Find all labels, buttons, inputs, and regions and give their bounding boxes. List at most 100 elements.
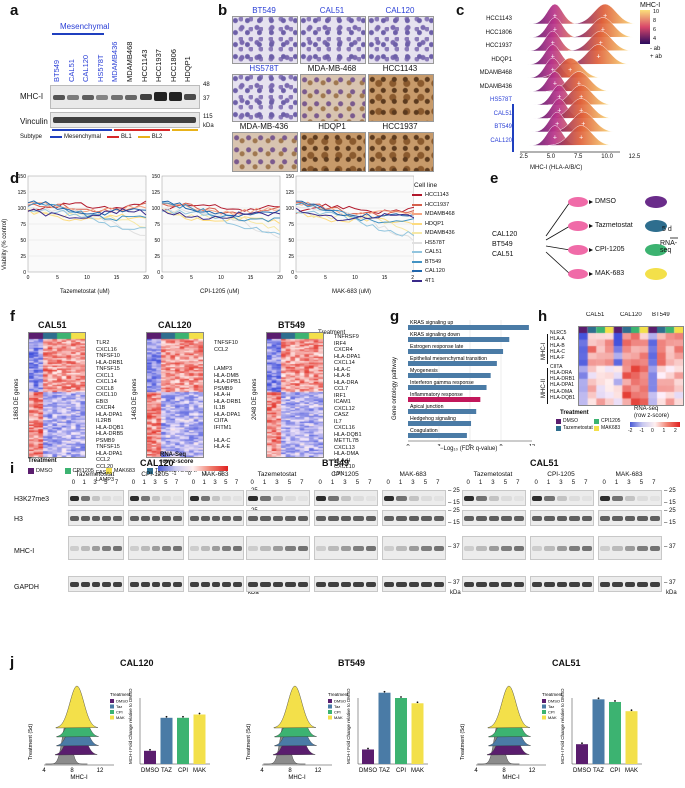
i-marker-1-2: – 25 (448, 508, 460, 514)
heatmap-bt549 (266, 332, 324, 458)
i-blot-2-1-2 (530, 536, 594, 560)
j-cat-2-2: CPI (610, 768, 620, 774)
go-label-8: Hedgehog signaling (410, 416, 456, 422)
i-blot-1-2-1 (382, 510, 446, 526)
g-ylabel: Gene ontology pathway (392, 357, 398, 420)
i-blot-1-0-0 (246, 490, 310, 506)
j-legend-label-1-2: CPI (334, 710, 341, 715)
treatment-dmso: DMSO (595, 198, 616, 205)
ridge-legend-tick-0: 10 (653, 9, 659, 15)
j-title-bt549: BT549 (338, 658, 365, 668)
i-blot-0-1-0 (128, 490, 184, 506)
i-days-0-1: 01357 (128, 480, 182, 486)
go-xtick-9: 9 (499, 444, 502, 446)
i-blot-0-2-3 (188, 576, 244, 592)
subtype-label: Subtype (20, 134, 42, 140)
xtick-0-15: 15 (114, 275, 120, 281)
j-bar-2-1 (593, 699, 605, 764)
i-blot-0-2-1 (188, 510, 244, 526)
ihc-image-cal51 (300, 16, 366, 64)
ihc-title-hs578t: HS578T (232, 64, 296, 73)
ytick-2-100: 100 (286, 206, 295, 212)
schematic-line-bt549: BT549 (492, 240, 517, 250)
ytick-1-75: 75 (154, 222, 160, 228)
j-legend-swatch-2-1 (542, 705, 546, 709)
j-legend-swatch-0-2 (110, 710, 114, 714)
ridge-label-mdamb436: MDAMB436 (480, 84, 512, 90)
h-gene-hla-dma: HLA-DMA (550, 389, 573, 395)
j-bylabel-2: MCH-I Fold Change relative to DMSO (560, 688, 565, 764)
duration-label: 5 d (662, 226, 672, 233)
i-blot-0-1-3 (128, 576, 184, 592)
i-blot-1-0-3 (246, 576, 310, 592)
xlabel-mak683: MAK-683 (uM) (332, 289, 371, 295)
j-legend-label-1-0: DMSO (334, 699, 346, 704)
viability-ylabel: Viability (% control) (2, 219, 8, 270)
xtick-1-20: 20 (277, 275, 283, 281)
j-title-cal120: CAL120 (120, 658, 154, 668)
j-bar-0-3 (194, 715, 206, 765)
i-days-2-2: 01357 (598, 480, 660, 486)
i-marker-2-1: – 15 (664, 500, 676, 506)
h-group-mhc-i: MHC-I (541, 343, 547, 360)
xtick-0-5: 5 (56, 275, 59, 281)
j-legend-label-2-1: Taz (548, 704, 554, 709)
ytick-0-125: 125 (18, 190, 27, 196)
h-gene-labels: NLRC5 HLA-A HLA-B HLA-C HLA-F CIITA HLA-DRA HLA… (550, 330, 578, 406)
j-cat-2-0: DMSO (573, 768, 591, 774)
i-days-0-2: 01357 (188, 480, 242, 486)
h-gene-hla-dpa1: HLA-DPA1 (550, 382, 574, 388)
i-western-blots: Tazemetostat 0 1 3 5 7 CPI-1205 0 1 3 5 7 MAK-683 0 1 3… (0, 468, 685, 618)
i-blot-1-2-0 (382, 490, 446, 506)
h-gene-hla-a: HLA-A (550, 336, 565, 342)
go-label-7: Apical junction (410, 404, 444, 410)
ytick-1-125: 125 (152, 190, 161, 196)
i-drug-0-1: CPI-1205 (128, 471, 182, 478)
i-drug-1-2: MAK-683 (382, 471, 444, 478)
go-label-9: Coagulation (410, 428, 438, 434)
j-rylabel-1: Treatment (5d) (246, 724, 252, 760)
ridge-legend-tick-3: 4 (653, 36, 656, 42)
j-cat-1-2: CPI (396, 768, 406, 774)
xtick-2-5: 5 (324, 275, 327, 281)
i-blot-1-1-2 (314, 536, 378, 560)
legend-label-mdamb468: MDAMB468 (425, 211, 455, 217)
ihc-title-hcc1143: HCC1143 (368, 64, 432, 73)
i-marker-2-2: – 25 (664, 508, 676, 514)
ytick-2-75: 75 (288, 222, 294, 228)
legend-label-hcc1143: HCC1143 (425, 192, 449, 198)
legend-label-hs578t: HS578T (425, 240, 445, 246)
j-legend-swatch-2-3 (542, 716, 546, 720)
ihc-image-cal120 (368, 16, 434, 64)
j-ridge-1-4 (274, 686, 316, 728)
j-legend-label-0-3: MAK (116, 715, 125, 720)
xtick-2-10: 10 (352, 275, 358, 281)
go-label-4: Myogenesis (410, 368, 438, 374)
h-gene-hla-b: HLA-B (550, 343, 565, 349)
gene-list-cal51: TLR2 CXCL16 TNFSF10 HLA-DRB1 TNFSF15 CXC… (96, 340, 124, 483)
heatmap-mhc (578, 326, 684, 406)
legend-row-bt549: BT549 (412, 259, 441, 265)
ihc-image-bt549 (232, 16, 298, 64)
i-blot-2-2-2 (598, 536, 662, 560)
panel-label-h: h (538, 308, 547, 325)
j-legend-label-1-3: MAK (334, 715, 343, 720)
i-blot-0-0-3 (68, 576, 124, 592)
schematic-cell-lines: CAL120 BT549 CAL51 (492, 230, 517, 260)
i-marker-1-3: – 15 (448, 520, 460, 526)
lane-label-mdamb468: MDAMB468 (125, 42, 134, 82)
schematic-line-cal120: CAL120 (492, 230, 517, 240)
go-label-0: KRAS signaling up (410, 320, 453, 326)
treatment-mak683: MAK-683 (595, 270, 624, 277)
legend-label-bt549: BT549 (425, 259, 441, 265)
legend-label-mdamb436: MDAMB436 (425, 230, 455, 236)
panel-label-b: b (218, 2, 227, 19)
h-scale-ticks: -2 -1 0 1 2 (630, 428, 680, 436)
j-rylabel-0: Treatment (5d) (28, 724, 34, 760)
gene-list-cal120: TNFSF10 CCL2 LAMP3 HLA-DMB HLA-DPB1 PSMB… (214, 340, 241, 451)
row-label-mhc-i: MHC-I (20, 92, 43, 101)
i-blot-2-0-2 (462, 536, 526, 560)
i-title-bt549: BT549 (322, 458, 349, 468)
j-cat-1-3: MAK (411, 768, 424, 774)
i-marker-2-3: – 15 (664, 520, 676, 526)
